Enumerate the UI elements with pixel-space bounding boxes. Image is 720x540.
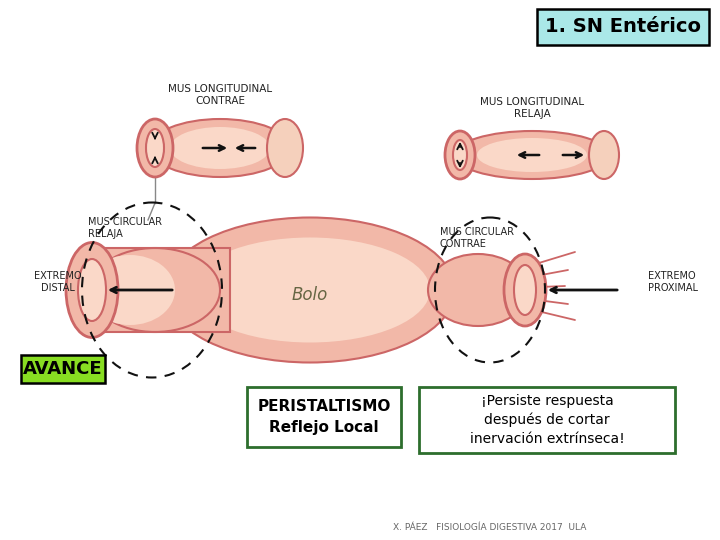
FancyBboxPatch shape xyxy=(247,387,401,447)
Ellipse shape xyxy=(445,131,475,179)
Text: 1. SN Entérico: 1. SN Entérico xyxy=(545,17,701,37)
Text: X. PÁEZ   FISIOLOGÍA DIGESTIVA 2017  ULA: X. PÁEZ FISIOLOGÍA DIGESTIVA 2017 ULA xyxy=(393,523,587,532)
Ellipse shape xyxy=(78,259,106,321)
Text: MUS LONGITUDINAL
CONTRAE: MUS LONGITUDINAL CONTRAE xyxy=(168,84,272,106)
Ellipse shape xyxy=(150,119,290,177)
Ellipse shape xyxy=(477,138,587,172)
FancyBboxPatch shape xyxy=(537,9,709,45)
Ellipse shape xyxy=(90,248,220,332)
Ellipse shape xyxy=(589,131,619,179)
Text: PERISTALTISMO
Reflejo Local: PERISTALTISMO Reflejo Local xyxy=(257,399,391,435)
Ellipse shape xyxy=(453,140,467,170)
Ellipse shape xyxy=(146,129,164,167)
Ellipse shape xyxy=(504,254,546,326)
Text: EXTREMO
PROXIMAL: EXTREMO PROXIMAL xyxy=(648,271,698,293)
Ellipse shape xyxy=(267,119,303,177)
Ellipse shape xyxy=(170,127,270,169)
Ellipse shape xyxy=(85,255,175,325)
Text: ¡Persiste respuesta
después de cortar
inervación extrínseca!: ¡Persiste respuesta después de cortar in… xyxy=(469,394,624,446)
Ellipse shape xyxy=(454,131,610,179)
Ellipse shape xyxy=(137,119,173,177)
Ellipse shape xyxy=(66,242,118,338)
Ellipse shape xyxy=(190,238,430,342)
Text: MUS CIRCULAR
CONTRAE: MUS CIRCULAR CONTRAE xyxy=(440,227,514,249)
FancyBboxPatch shape xyxy=(21,355,105,383)
Ellipse shape xyxy=(165,218,455,362)
Ellipse shape xyxy=(428,254,528,326)
FancyBboxPatch shape xyxy=(100,248,230,332)
Text: Bolo: Bolo xyxy=(292,286,328,304)
Text: MUS LONGITUDINAL
RELAJA: MUS LONGITUDINAL RELAJA xyxy=(480,97,584,119)
FancyBboxPatch shape xyxy=(419,387,675,453)
Text: MUS CIRCULAR
RELAJA: MUS CIRCULAR RELAJA xyxy=(88,217,162,239)
Text: EXTREMO
DISTAL: EXTREMO DISTAL xyxy=(34,271,82,293)
Text: AVANCE: AVANCE xyxy=(23,360,103,378)
Ellipse shape xyxy=(514,265,536,315)
